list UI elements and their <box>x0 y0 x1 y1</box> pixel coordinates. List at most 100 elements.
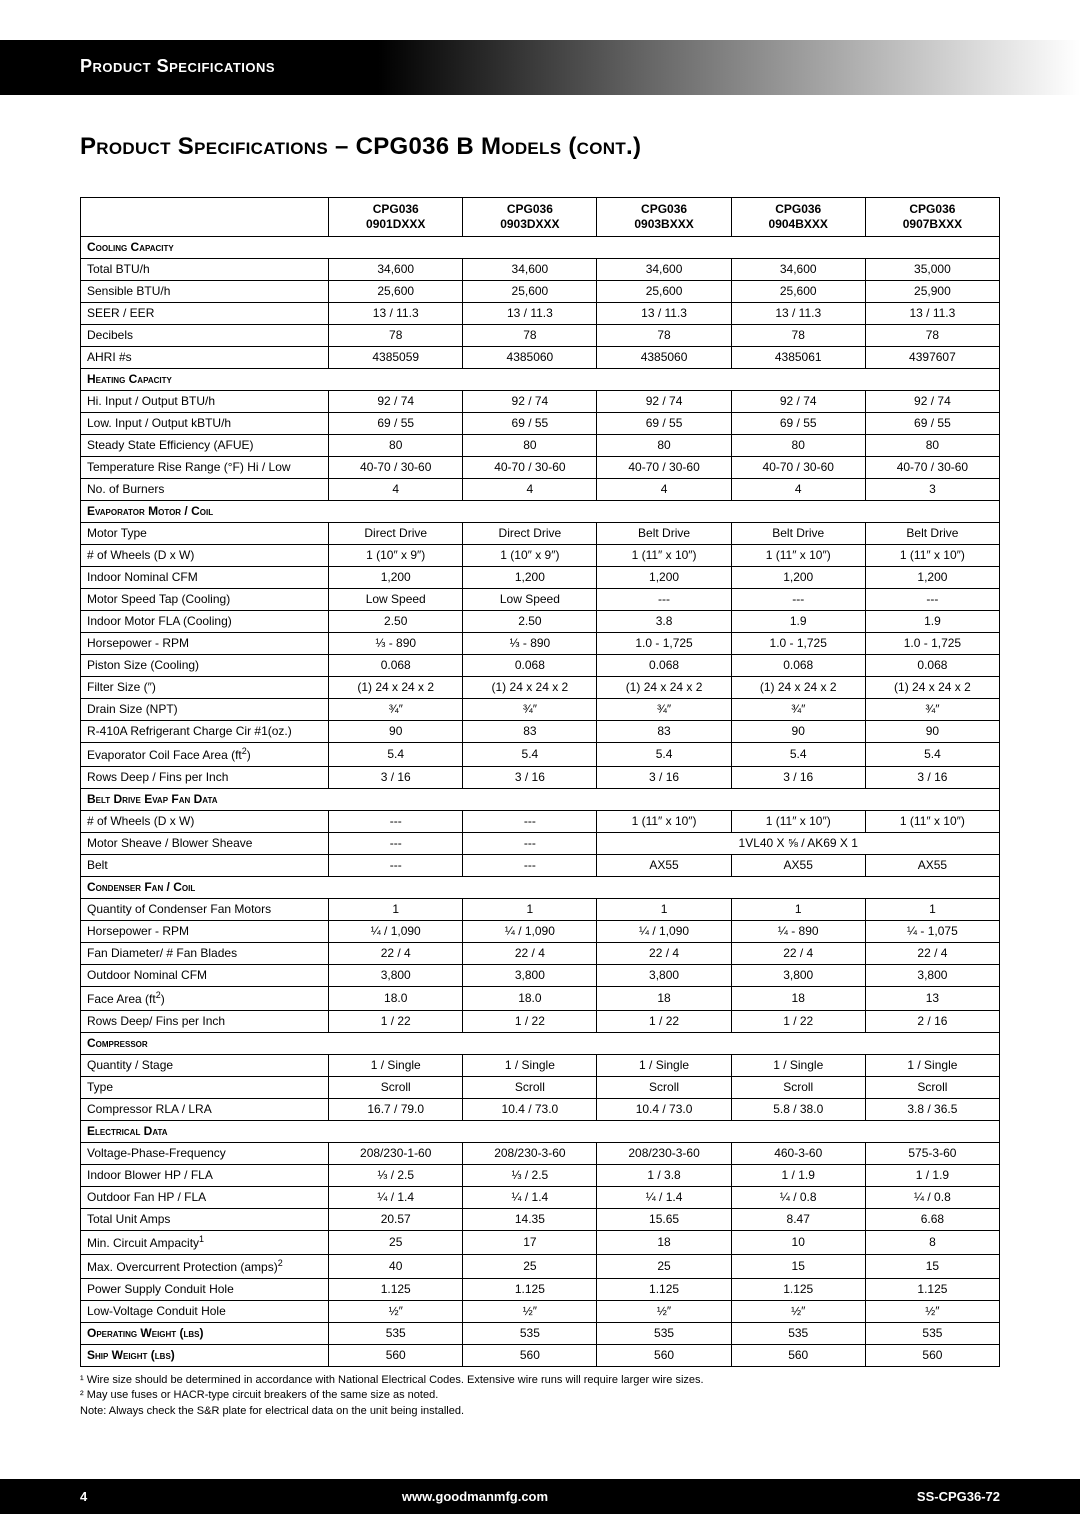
row-val: Belt Drive <box>865 523 999 545</box>
row-label: Indoor Nominal CFM <box>81 567 329 589</box>
row-val: 13 <box>865 987 999 1011</box>
row-val: 1,200 <box>329 567 463 589</box>
row-val: 15.65 <box>597 1209 731 1231</box>
row-label: Voltage-Phase-Frequency <box>81 1143 329 1165</box>
row-val: 25,600 <box>329 281 463 303</box>
row-val: 1.125 <box>731 1279 865 1301</box>
row-val: ¼ / 1,090 <box>329 921 463 943</box>
row-val: 22 / 4 <box>463 943 597 965</box>
row-label: Face Area (ft2) <box>81 987 329 1011</box>
row-val: Direct Drive <box>329 523 463 545</box>
row-val: 1 (11″ x 10″) <box>865 811 999 833</box>
row-val: 2.50 <box>329 611 463 633</box>
row-val: 92 / 74 <box>865 391 999 413</box>
row-label: Sensible BTU/h <box>81 281 329 303</box>
row-val: 5.4 <box>463 743 597 767</box>
row-val: 80 <box>865 435 999 457</box>
row-val: (1) 24 x 24 x 2 <box>865 677 999 699</box>
row-val: 10.4 / 73.0 <box>597 1099 731 1121</box>
row-val: ¼ - 890 <box>731 921 865 943</box>
row-val: --- <box>865 589 999 611</box>
row-val: AX55 <box>731 855 865 877</box>
row-label: AHRI #s <box>81 347 329 369</box>
row-label: Motor Speed Tap (Cooling) <box>81 589 329 611</box>
row-val: 5.4 <box>597 743 731 767</box>
row-val: 20.57 <box>329 1209 463 1231</box>
row-val: 4 <box>463 479 597 501</box>
row-val: 1 / 1.9 <box>731 1165 865 1187</box>
row-val: 560 <box>597 1345 731 1367</box>
row-val: ⅓ / 2.5 <box>329 1165 463 1187</box>
row-val: ¾″ <box>597 699 731 721</box>
section-title: Belt Drive Evap Fan Data <box>81 789 1000 811</box>
row-val: 1 / Single <box>731 1055 865 1077</box>
row-val: 1 / 3.8 <box>597 1165 731 1187</box>
row-val: 4 <box>329 479 463 501</box>
row-val: 16.7 / 79.0 <box>329 1099 463 1121</box>
row-val: ¼ / 1,090 <box>597 921 731 943</box>
row-val: 13 / 11.3 <box>865 303 999 325</box>
row-label: Rows Deep / Fins per Inch <box>81 767 329 789</box>
page-title: Product Specifications – CPG036 B Models… <box>0 95 1080 161</box>
row-val: 560 <box>463 1345 597 1367</box>
row-val: 34,600 <box>731 259 865 281</box>
row-val: 1 <box>731 899 865 921</box>
row-val: 22 / 4 <box>329 943 463 965</box>
row-val: 208/230-3-60 <box>463 1143 597 1165</box>
row-val: ⅓ / 2.5 <box>463 1165 597 1187</box>
row-val: Scroll <box>865 1077 999 1099</box>
row-label: Total Unit Amps <box>81 1209 329 1231</box>
row-val: 25 <box>463 1255 597 1279</box>
row-val: 13 / 11.3 <box>597 303 731 325</box>
row-val: 80 <box>329 435 463 457</box>
page-title-text: Product Specifications – CPG036 B Models… <box>80 133 641 160</box>
row-val: 4385060 <box>597 347 731 369</box>
row-label: # of Wheels (D x W) <box>81 811 329 833</box>
banner: Product Specifications <box>0 40 1080 95</box>
row-val: 3,800 <box>329 965 463 987</box>
row-val: 1.125 <box>329 1279 463 1301</box>
row-val: 17 <box>463 1231 597 1255</box>
row-val: 18.0 <box>329 987 463 1011</box>
row-val: ⅓ - 890 <box>463 633 597 655</box>
row-label: Operating Weight (lbs) <box>81 1323 329 1345</box>
row-val: 18 <box>597 1231 731 1255</box>
section-title: Cooling Capacity <box>81 237 1000 259</box>
row-val: 1,200 <box>597 567 731 589</box>
row-label: SEER / EER <box>81 303 329 325</box>
row-val: 1 <box>597 899 731 921</box>
row-val: 5.4 <box>865 743 999 767</box>
row-val: 535 <box>865 1323 999 1345</box>
row-val: 535 <box>463 1323 597 1345</box>
header-col: CPG0360903BXXX <box>597 198 731 237</box>
row-val: 535 <box>731 1323 865 1345</box>
row-val: 8 <box>865 1231 999 1255</box>
row-val: 92 / 74 <box>731 391 865 413</box>
row-val: ¼ / 1.4 <box>597 1187 731 1209</box>
row-val: 5.4 <box>329 743 463 767</box>
row-val: 13 / 11.3 <box>731 303 865 325</box>
row-val: Scroll <box>731 1077 865 1099</box>
row-val: Scroll <box>329 1077 463 1099</box>
spec-table: CPG0360901DXXXCPG0360903DXXXCPG0360903BX… <box>80 197 1000 1367</box>
section-title: Heating Capacity <box>81 369 1000 391</box>
row-val: 34,600 <box>463 259 597 281</box>
row-val: 1 (10″ x 9″) <box>463 545 597 567</box>
footnote: ² May use fuses or HACR-type circuit bre… <box>80 1388 1000 1403</box>
row-val: 15 <box>731 1255 865 1279</box>
row-val: 0.068 <box>865 655 999 677</box>
row-val: 69 / 55 <box>329 413 463 435</box>
row-val: Belt Drive <box>731 523 865 545</box>
row-label: No. of Burners <box>81 479 329 501</box>
row-val: 3 <box>865 479 999 501</box>
row-val: 78 <box>463 325 597 347</box>
row-val: 22 / 4 <box>597 943 731 965</box>
row-val: ¾″ <box>463 699 597 721</box>
row-val: 78 <box>865 325 999 347</box>
footnote: ¹ Wire size should be determined in acco… <box>80 1373 1000 1388</box>
row-val: 3,800 <box>597 965 731 987</box>
row-label: Steady State Efficiency (AFUE) <box>81 435 329 457</box>
table-head: CPG0360901DXXXCPG0360903DXXXCPG0360903BX… <box>81 198 1000 237</box>
row-val: ¾″ <box>329 699 463 721</box>
row-val: 3,800 <box>463 965 597 987</box>
